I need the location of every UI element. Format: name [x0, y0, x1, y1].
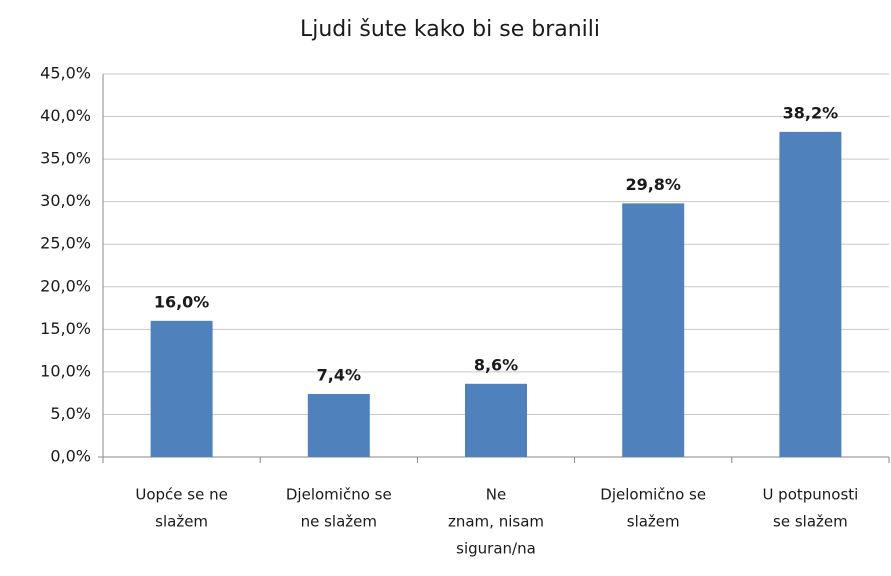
data-label: 29,8% [625, 175, 681, 194]
x-tick-label: Ne [486, 486, 506, 504]
data-label: 8,6% [474, 355, 518, 374]
x-tick-label: se slažem [773, 513, 848, 531]
x-tick-label: siguran/na [456, 540, 536, 558]
x-tick-label: Djelomično se [600, 486, 706, 504]
bar [307, 394, 370, 457]
y-tick-label: 40,0% [40, 106, 91, 125]
chart-title: Ljudi šute kako bi se branili [300, 17, 600, 42]
y-tick-label: 15,0% [40, 319, 91, 338]
y-tick-label: 35,0% [40, 149, 91, 168]
y-tick-label: 10,0% [40, 361, 91, 380]
y-tick-label: 30,0% [40, 191, 91, 210]
y-tick-label: 25,0% [40, 234, 91, 253]
bar [779, 131, 842, 457]
y-tick-label: 20,0% [40, 276, 91, 295]
x-tick-label: znam, nisam [448, 513, 544, 531]
x-tick-label: Djelomično se [286, 486, 392, 504]
bar [622, 203, 685, 457]
x-tick-label: ne slažem [301, 513, 377, 531]
y-tick-label: 45,0% [40, 64, 91, 83]
x-tick-label: U potpunosti [762, 486, 858, 504]
bar [465, 383, 527, 457]
x-tick-label: slažem [627, 513, 680, 531]
y-tick-label: 0,0% [50, 447, 91, 466]
data-label: 16,0% [154, 292, 210, 311]
bar [150, 320, 213, 457]
x-tick-label: Uopće se ne [135, 486, 227, 504]
x-tick-label: slažem [155, 513, 208, 531]
y-tick-label: 5,0% [50, 404, 91, 423]
data-label: 38,2% [783, 103, 839, 122]
data-label: 7,4% [317, 366, 361, 385]
